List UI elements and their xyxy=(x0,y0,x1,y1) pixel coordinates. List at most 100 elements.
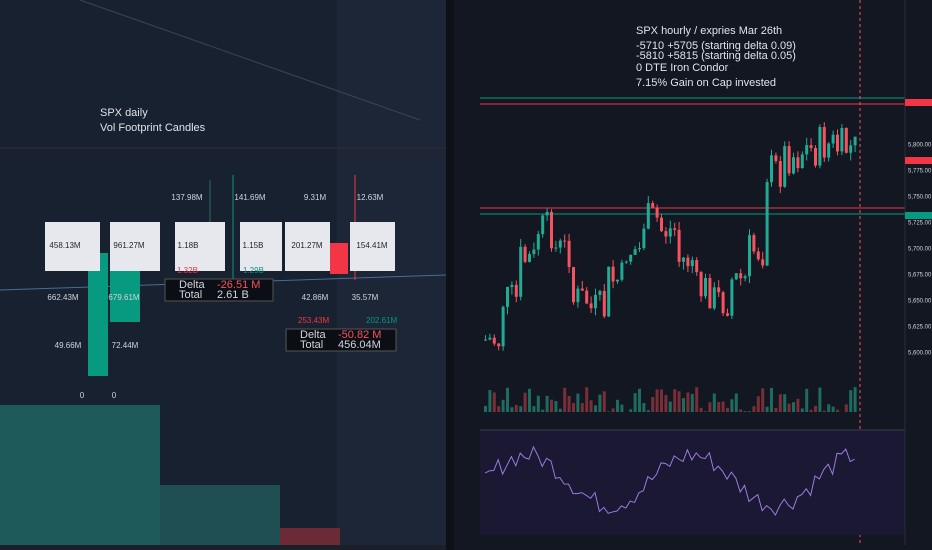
candle xyxy=(708,278,712,309)
candle xyxy=(484,339,487,341)
candle xyxy=(840,128,844,152)
title: SPX hourly / expries Mar 26th xyxy=(636,25,782,37)
volume-area xyxy=(280,528,340,545)
volume-bar xyxy=(497,406,501,412)
volume-bar xyxy=(655,389,659,412)
candle xyxy=(836,134,839,152)
volume-bar xyxy=(822,410,826,412)
candle xyxy=(717,287,721,293)
volume-bar xyxy=(734,393,738,412)
volume-bar xyxy=(646,410,650,412)
price-label: 5,625.00 xyxy=(908,325,932,331)
divider xyxy=(446,0,454,550)
candle xyxy=(673,228,677,230)
volume-bar xyxy=(787,403,791,412)
candle xyxy=(655,207,659,218)
candle xyxy=(510,284,514,288)
candle xyxy=(739,273,743,279)
volume-label: 961.27M xyxy=(113,241,144,250)
volume-bar xyxy=(699,407,703,412)
volume-bar xyxy=(853,387,857,412)
footprint-cell xyxy=(240,222,282,271)
volume-bar xyxy=(721,401,725,412)
price-label: 5,650.00 xyxy=(908,299,932,305)
footprint-cell xyxy=(350,222,395,271)
price-label: 5,600.00 xyxy=(908,351,932,357)
volume-label: 679.61M xyxy=(108,293,139,302)
volume-bar xyxy=(611,408,615,412)
volume-label: 662.43M xyxy=(47,293,78,302)
volume-bar xyxy=(638,388,641,412)
volume-bar xyxy=(550,399,553,412)
delta-value: -26.51 M xyxy=(217,279,260,291)
candle xyxy=(664,231,668,237)
candle xyxy=(594,295,597,309)
volume-label: 35.57M xyxy=(352,293,379,302)
volume-bar xyxy=(488,390,492,412)
candle xyxy=(752,235,756,252)
candle xyxy=(822,127,826,158)
candle xyxy=(686,257,690,267)
sell-label: 253.43M xyxy=(298,316,329,325)
volume-bar xyxy=(682,398,685,412)
footprint-cell xyxy=(45,222,100,271)
footprint-cell xyxy=(110,222,160,271)
volume-bar xyxy=(827,404,831,412)
candle xyxy=(809,145,813,148)
note: -5810 +5815 (starting delta 0.05) xyxy=(636,50,796,62)
candle xyxy=(616,279,619,282)
candle xyxy=(778,161,782,187)
volume-bar xyxy=(814,405,817,412)
volume-label: 0 xyxy=(80,391,85,400)
candle xyxy=(545,211,549,216)
candle xyxy=(774,155,778,162)
candle xyxy=(642,228,646,249)
note: -5710 +5705 (starting delta 0.09) xyxy=(636,40,796,52)
volume-bar xyxy=(748,411,751,412)
volume-bar xyxy=(686,392,690,412)
candle xyxy=(787,146,791,174)
highlight-column xyxy=(337,0,446,550)
left-chart: SPX daily Vol Footprint Candles 137.98M 1… xyxy=(0,107,446,550)
volume-label: 42.86M xyxy=(302,293,329,302)
candle xyxy=(585,290,589,304)
candle xyxy=(646,203,650,229)
footprint-cell xyxy=(285,222,330,271)
price-tag xyxy=(905,99,932,106)
candle xyxy=(660,217,663,232)
volume-bar xyxy=(668,401,672,412)
candle-body xyxy=(330,243,348,274)
volume-bar xyxy=(695,387,699,412)
volume-bar xyxy=(796,398,800,412)
candle xyxy=(730,279,734,316)
candle xyxy=(849,145,853,153)
price-label: 5,725.00 xyxy=(908,221,932,227)
volume-bar xyxy=(717,402,721,412)
candle xyxy=(633,249,637,255)
volume-bar xyxy=(523,392,527,412)
volume-bar xyxy=(620,404,624,412)
volume-bar xyxy=(563,387,567,412)
candle xyxy=(677,229,681,262)
candle xyxy=(572,267,575,303)
price-tag xyxy=(905,212,932,219)
volume-area xyxy=(160,485,280,545)
candle xyxy=(699,272,703,297)
volume-bar xyxy=(484,405,487,412)
candle xyxy=(704,278,707,297)
candle xyxy=(783,146,787,187)
volume-label: 1.15B xyxy=(243,241,264,250)
candle xyxy=(611,266,615,282)
volume-bar xyxy=(836,409,839,412)
candle xyxy=(765,182,769,266)
volume-label: 137.98M xyxy=(171,193,202,202)
candle xyxy=(814,147,817,166)
volume-bar xyxy=(730,399,734,412)
candle xyxy=(690,260,694,267)
candle-body xyxy=(88,253,108,376)
volume-bar xyxy=(673,389,677,412)
candle xyxy=(532,249,536,255)
candle xyxy=(800,154,804,169)
candle xyxy=(743,276,747,279)
